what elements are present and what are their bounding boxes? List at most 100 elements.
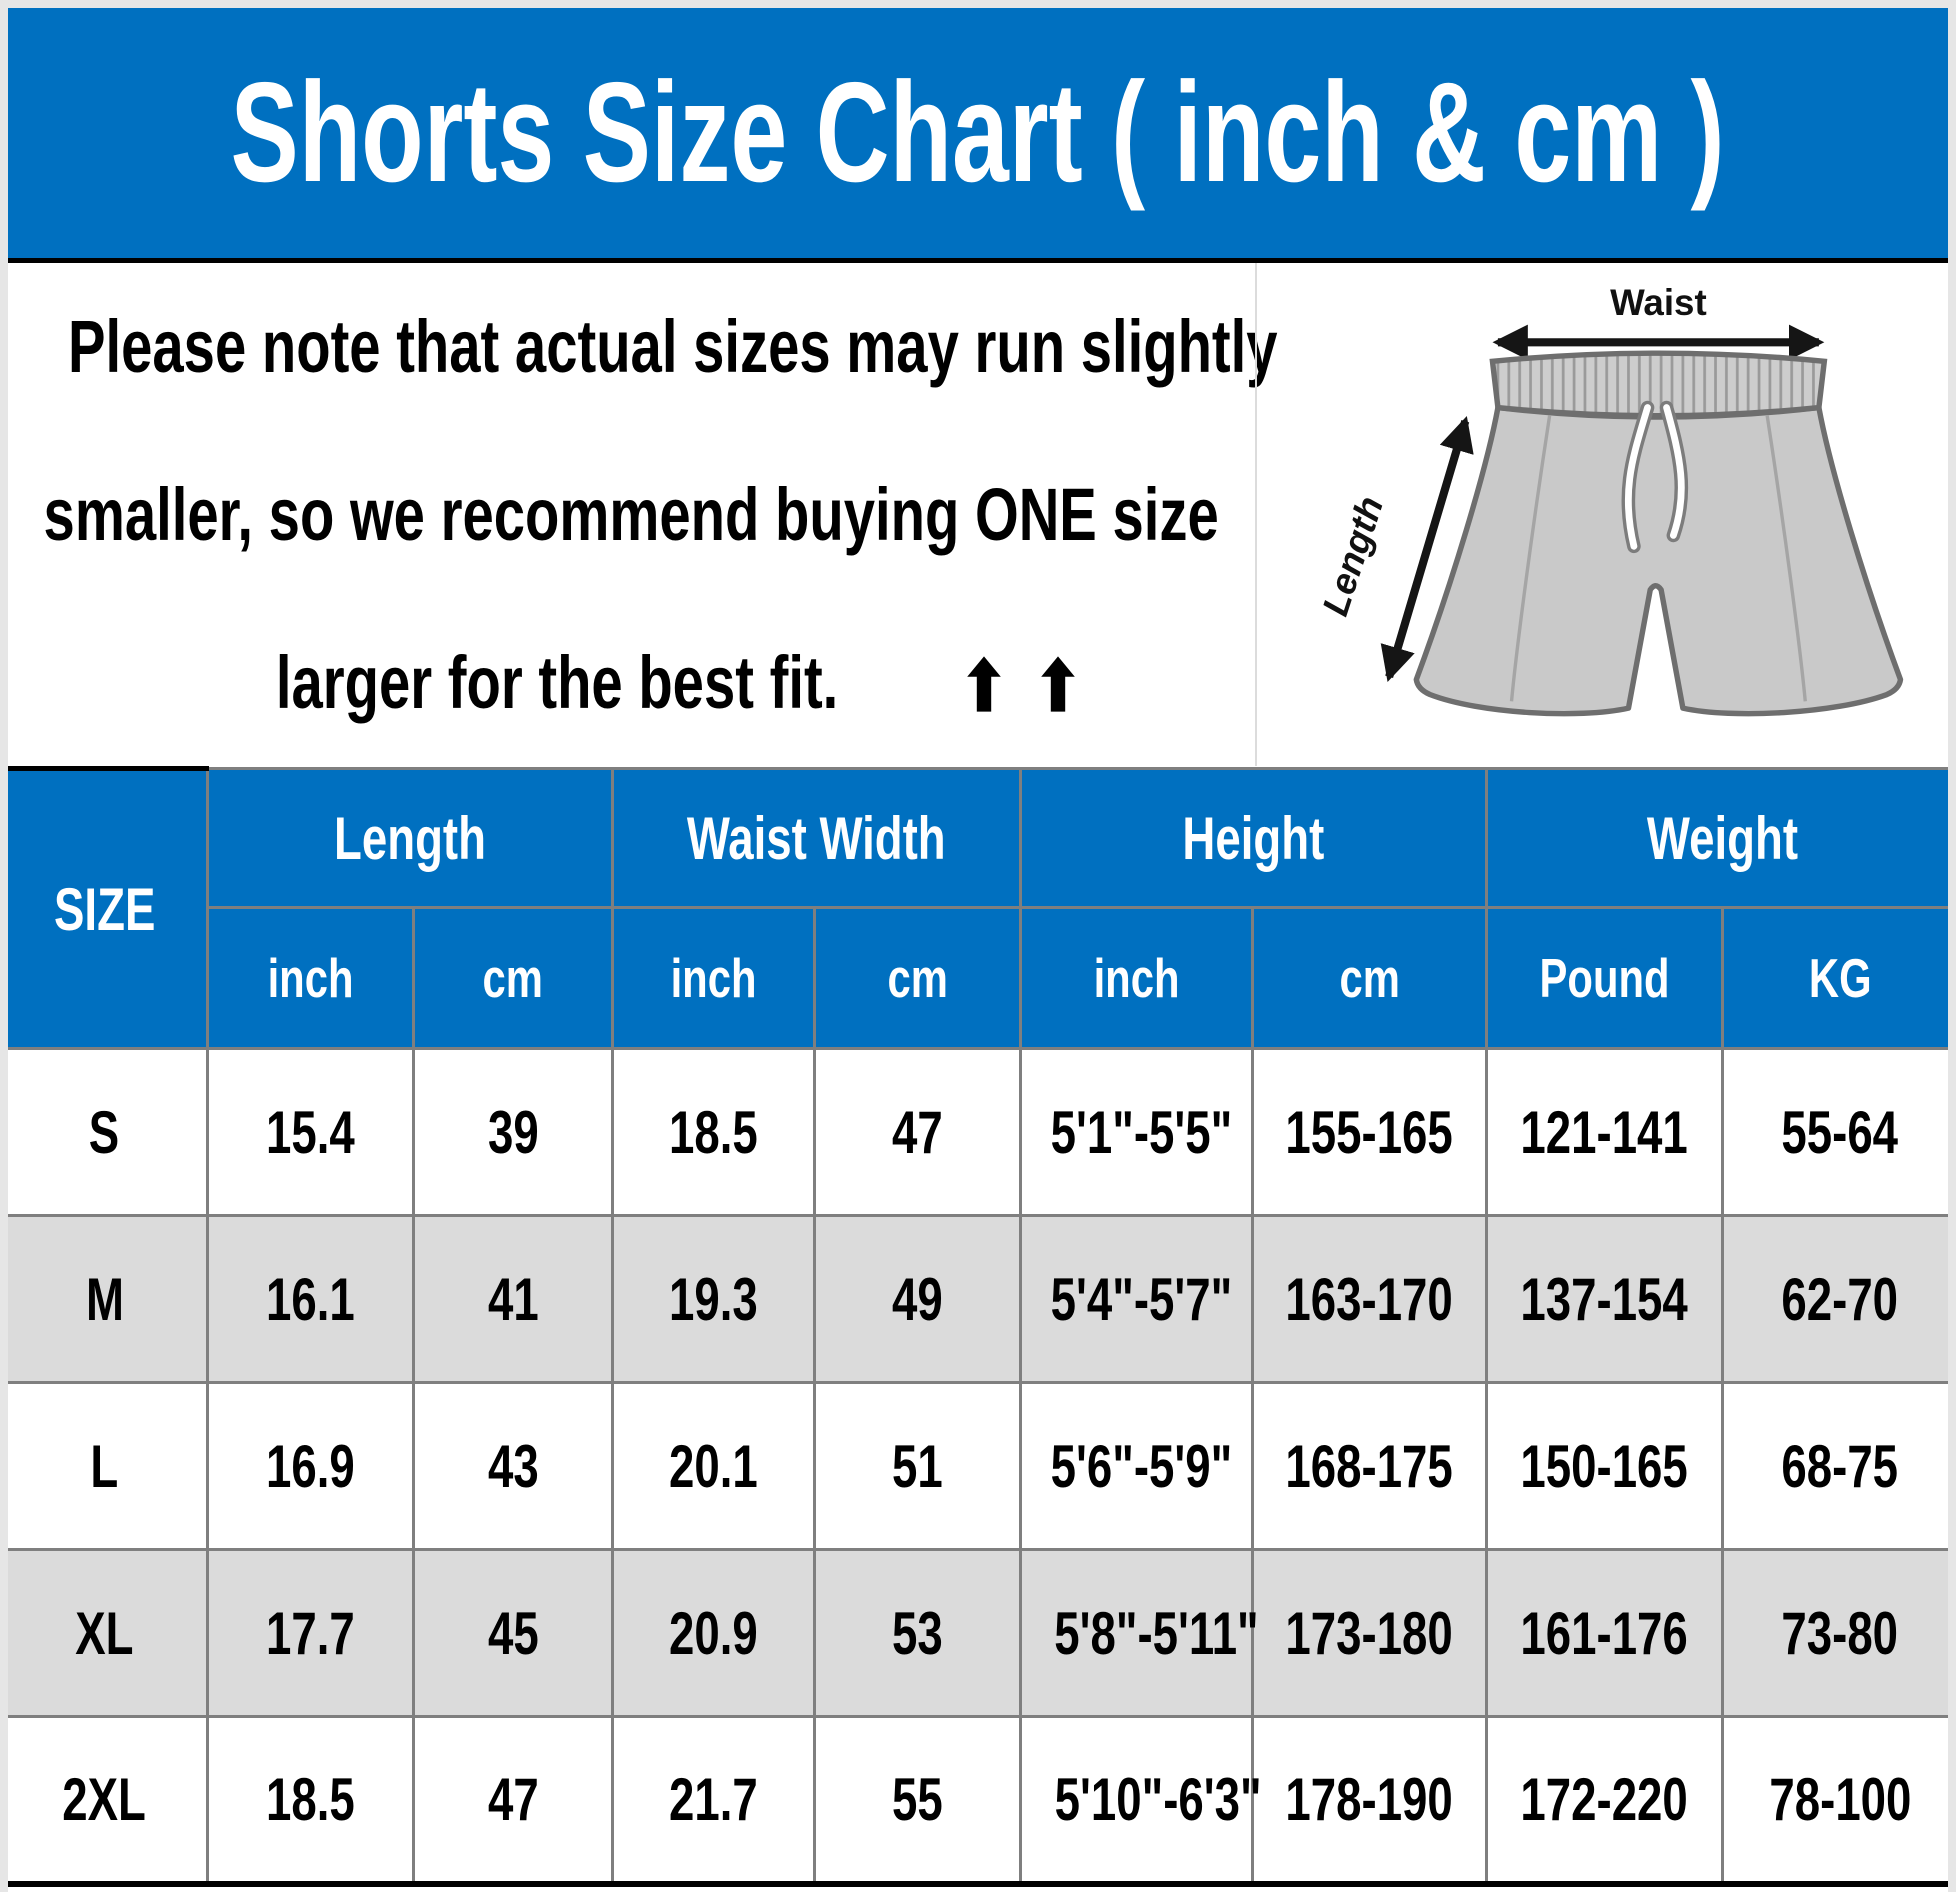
cell-value: 49	[892, 1265, 943, 1333]
unit-label: cm	[1339, 947, 1400, 1009]
cell-value: 2XL	[62, 1765, 147, 1833]
table-cell: 17.7	[206, 1548, 415, 1718]
cell-value: 121-141	[1520, 1098, 1689, 1166]
unit-label: KG	[1808, 947, 1872, 1009]
table-cell: 137-154	[1485, 1214, 1725, 1384]
cell-value: M	[85, 1265, 124, 1333]
cell-value: 73-80	[1781, 1599, 1899, 1667]
cell-value: 53	[892, 1599, 943, 1667]
table-cell: 173-180	[1251, 1548, 1489, 1718]
cell-value: 173-180	[1285, 1599, 1454, 1667]
note-text: larger for the best fit.	[275, 640, 839, 724]
subheader-length-cm: cm	[411, 906, 615, 1050]
note-section: Please note that actual sizes may run sl…	[8, 263, 1277, 766]
size-table: SIZE Length Waist Width Height Weight in…	[0, 766, 1956, 1887]
cell-value: 17.7	[266, 1599, 355, 1667]
cell-value: 45	[487, 1599, 539, 1667]
table-cell: 19.3	[611, 1214, 817, 1384]
cell-value: 5'4"-5'7"	[1050, 1265, 1233, 1333]
cell-value: 47	[487, 1765, 539, 1833]
cell-value: 178-190	[1285, 1765, 1454, 1833]
cell-value: 68-75	[1781, 1432, 1899, 1500]
cell-value: 18.5	[266, 1765, 355, 1833]
cell-value: 5'1"-5'5"	[1050, 1098, 1233, 1166]
cell-value: 55	[892, 1765, 943, 1833]
cell-value: 39	[487, 1098, 539, 1166]
table-cell: 20.1	[611, 1381, 817, 1551]
cell-value: 155-165	[1285, 1098, 1454, 1166]
table-cell: 178-190	[1251, 1715, 1489, 1887]
length-label: Length	[1314, 491, 1391, 620]
waist-label: Waist	[1610, 282, 1707, 323]
cell-value: 62-70	[1781, 1265, 1899, 1333]
cell-value: 78-100	[1769, 1765, 1912, 1833]
table-cell: 21.7	[611, 1715, 817, 1887]
subheader-length-inch: inch	[206, 906, 415, 1050]
cell-value: 5'10"-6'3"	[1054, 1765, 1262, 1833]
header-label: Waist Width	[687, 804, 946, 872]
unit-label: cm	[482, 947, 544, 1009]
cell-value: 150-165	[1520, 1432, 1689, 1500]
subheader-waist-inch: inch	[611, 906, 817, 1050]
table-row-2xl: 2XL 18.5 47 21.7 55 5'10"-6'3" 178-190 1…	[0, 1715, 1956, 1887]
column-header-waist-width: Waist Width	[611, 767, 1023, 909]
header-group-row: SIZE Length Waist Width Height Weight	[0, 766, 1956, 1050]
table-cell: 172-220	[1485, 1715, 1725, 1887]
unit-label: cm	[887, 947, 948, 1009]
cell-value: 20.9	[669, 1599, 758, 1667]
column-header-height: Height	[1019, 767, 1489, 909]
header-label: Weight	[1646, 804, 1798, 872]
table-row-xl: XL 17.7 45 20.9 53 5'8"-5'11" 173-180 16…	[0, 1548, 1956, 1718]
table-cell: 18.5	[611, 1047, 817, 1217]
subheader-weight-pound: Pound	[1485, 906, 1725, 1050]
cell-value: 172-220	[1520, 1765, 1689, 1833]
table-cell: 5'10"-6'3"	[1019, 1715, 1262, 1887]
subheader-height-inch: inch	[1019, 906, 1255, 1050]
cell-value: 51	[892, 1432, 943, 1500]
subheader-height-cm: cm	[1251, 906, 1489, 1050]
table-cell: 55	[813, 1715, 1023, 1887]
table-cell: L	[0, 1381, 209, 1551]
up-arrow-icon	[966, 655, 1001, 712]
table-cell: 2XL	[0, 1715, 209, 1887]
table-cell: 68-75	[1721, 1381, 1956, 1551]
page-title: Shorts Size Chart ( inch & cm )	[230, 53, 1726, 212]
table-cell: 62-70	[1721, 1214, 1956, 1384]
table-cell: 20.9	[611, 1548, 817, 1718]
table-cell: 161-176	[1485, 1548, 1725, 1718]
column-header-weight: Weight	[1485, 767, 1956, 909]
cell-value: S	[89, 1098, 120, 1166]
up-arrow-icon	[1041, 655, 1075, 712]
unit-label: inch	[670, 947, 757, 1009]
table-cell: 5'4"-5'7"	[1019, 1214, 1255, 1384]
cell-value: 20.1	[669, 1432, 758, 1500]
table-cell: 168-175	[1251, 1381, 1489, 1551]
table-cell: 16.1	[206, 1214, 415, 1384]
right-leg-seam	[1765, 414, 1807, 701]
cell-value: XL	[75, 1599, 134, 1667]
table-cell: 53	[813, 1548, 1023, 1718]
cell-value: 18.5	[669, 1098, 758, 1166]
shorts-diagram: Waist Length	[1314, 282, 1903, 716]
subheader-weight-kg: KG	[1721, 906, 1956, 1050]
table-cell: 121-141	[1485, 1047, 1725, 1217]
cell-value: L	[90, 1432, 119, 1500]
cell-value: 41	[487, 1265, 539, 1333]
cell-value: 5'6"-5'9"	[1050, 1432, 1233, 1500]
header-label: SIZE	[53, 875, 156, 943]
table-cell: 16.9	[206, 1381, 415, 1551]
table-cell: 150-165	[1485, 1381, 1725, 1551]
column-header-size: SIZE	[0, 766, 209, 1050]
table-cell: 163-170	[1251, 1214, 1489, 1384]
column-header-length: Length	[205, 767, 615, 909]
table-cell: 39	[411, 1047, 615, 1217]
table-cell: 47	[813, 1047, 1023, 1217]
table-cell: 5'1"-5'5"	[1019, 1047, 1255, 1217]
waistband	[1488, 349, 1827, 418]
table-row-m: M 16.1 41 19.3 49 5'4"-5'7" 163-170 137-…	[0, 1214, 1956, 1384]
shorts-diagram-panel: Waist Length	[1255, 263, 1950, 766]
cell-value: 47	[892, 1098, 943, 1166]
table-cell: 47	[411, 1715, 615, 1887]
cell-value: 5'8"-5'11"	[1054, 1599, 1259, 1667]
header-label: Length	[334, 804, 486, 872]
